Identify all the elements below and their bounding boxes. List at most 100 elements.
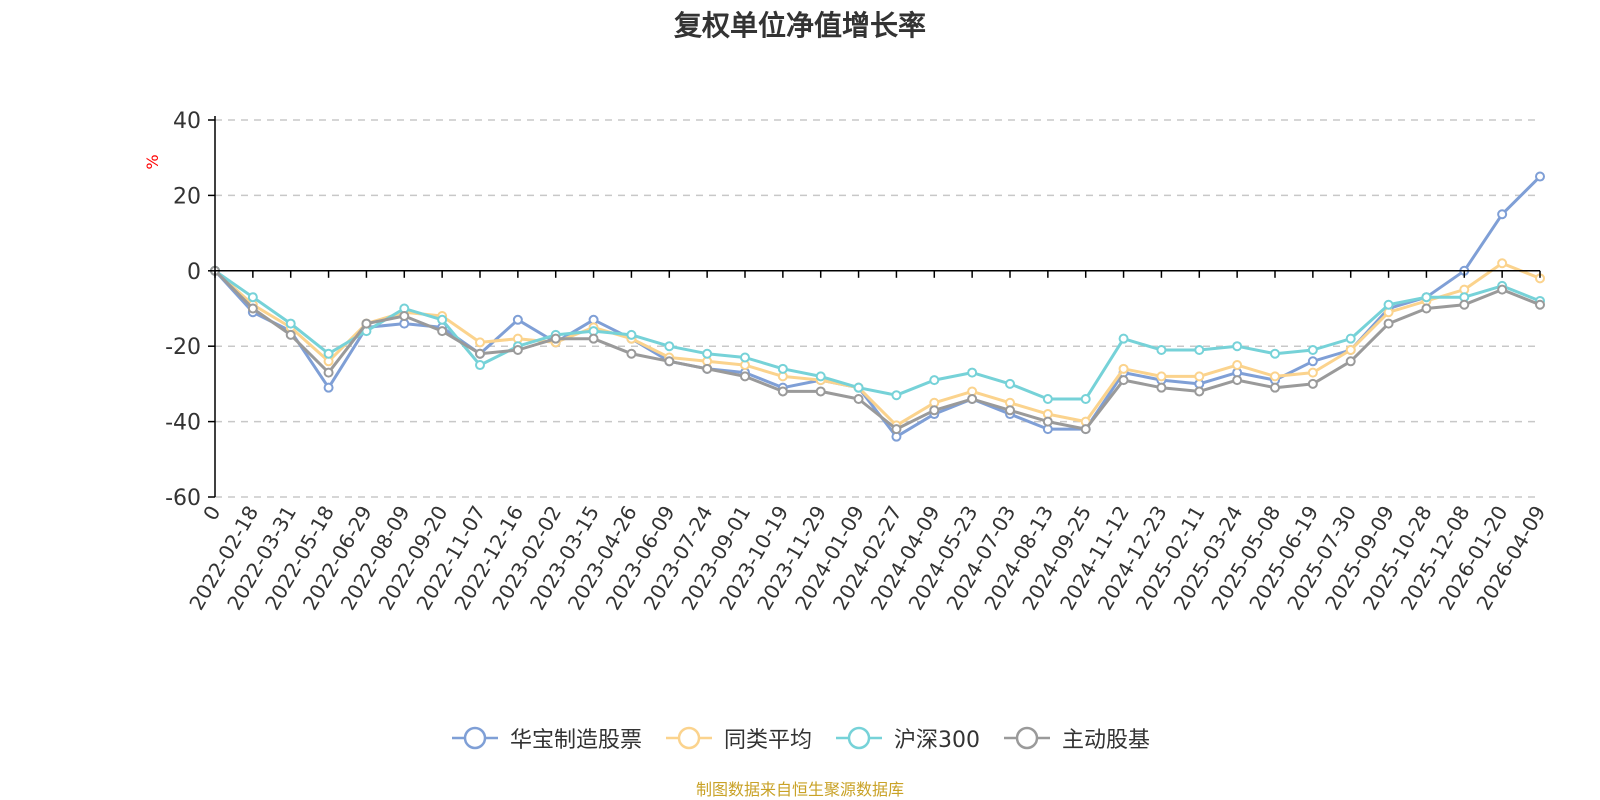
- data-point: [853, 393, 864, 404]
- data-point: [323, 367, 334, 378]
- data-point: [512, 344, 523, 355]
- legend-label: 华宝制造股票: [509, 728, 642, 753]
- y-tick-label: -60: [165, 486, 201, 511]
- data-point: [247, 292, 258, 303]
- data-point: [1005, 405, 1015, 416]
- series-line: [213, 269, 1541, 431]
- data-point: [1156, 344, 1167, 355]
- data-point: [853, 382, 864, 393]
- legend-line-circle-icon: [1004, 726, 1050, 750]
- y-axis-unit: %: [143, 154, 162, 169]
- y-tick-label: -40: [165, 411, 201, 436]
- data-point: [1421, 303, 1432, 314]
- data-point: [550, 333, 561, 344]
- legend-line-circle-icon: [665, 726, 712, 750]
- data-point: [1232, 375, 1243, 386]
- data-point: [1118, 333, 1129, 344]
- data-point: [437, 314, 448, 325]
- data-point: [777, 386, 788, 397]
- data-point: [1345, 344, 1356, 355]
- data-point: [1535, 299, 1545, 310]
- data-point: [1005, 378, 1015, 389]
- data-point: [475, 360, 485, 371]
- data-point: [1345, 333, 1356, 344]
- grid-lines: [215, 119, 1540, 498]
- data-point: [1232, 341, 1243, 352]
- legend-label: 沪深300: [894, 728, 980, 753]
- data-point: [285, 318, 296, 329]
- data-point: [929, 375, 940, 386]
- data-point: [1080, 393, 1091, 404]
- data-point: [702, 363, 713, 374]
- legend: 华宝制造股票 同类平均 沪深300 主动股基: [0, 722, 1600, 754]
- legend-label: 主动股基: [1062, 728, 1151, 753]
- data-point: [1118, 375, 1129, 386]
- source-note: 制图数据来自恒生聚源数据库: [695, 780, 904, 799]
- data-point: [740, 371, 750, 382]
- data-point: [815, 371, 826, 382]
- data-point: [891, 424, 902, 435]
- data-point: [1118, 363, 1129, 374]
- data-point: [664, 341, 675, 352]
- legend-item[interactable]: 同类平均: [664, 722, 812, 754]
- data-point: [1459, 299, 1470, 310]
- data-point: [285, 329, 296, 340]
- legend-item[interactable]: 华宝制造股票: [450, 722, 642, 754]
- data-point: [1156, 371, 1167, 382]
- axes: 40200-20-40-6002022-02-182022-03-312022-…: [165, 109, 1550, 614]
- data-point: [1156, 382, 1167, 393]
- data-point: [626, 329, 637, 340]
- data-point: [475, 348, 485, 359]
- data-point: [588, 333, 599, 344]
- data-point: [664, 356, 675, 367]
- y-tick-label: 20: [173, 184, 201, 209]
- data-point: [891, 390, 902, 401]
- data-point: [1345, 356, 1356, 367]
- data-point: [777, 363, 788, 374]
- data-point: [626, 348, 637, 359]
- series-lines: [210, 171, 1545, 442]
- data-point: [1383, 318, 1394, 329]
- y-tick-label: 40: [173, 109, 201, 134]
- data-point: [1042, 393, 1053, 404]
- data-point: [1194, 371, 1205, 382]
- x-tick-label: 0: [198, 502, 225, 525]
- data-point: [929, 405, 940, 416]
- data-point: [1497, 209, 1508, 220]
- data-point: [967, 367, 978, 378]
- data-point: [475, 337, 485, 348]
- legend-item[interactable]: 主动股基: [1002, 722, 1150, 754]
- data-point: [1270, 371, 1280, 382]
- legend-line-circle-icon: [836, 726, 882, 750]
- data-point: [1307, 378, 1318, 389]
- data-point: [323, 348, 334, 359]
- data-point: [702, 348, 713, 359]
- series-line: [213, 261, 1541, 427]
- y-tick-label: 0: [187, 260, 201, 285]
- data-point: [1270, 382, 1280, 393]
- data-point: [1042, 416, 1053, 427]
- data-point: [1535, 171, 1545, 182]
- series-line: [214, 269, 1541, 401]
- series-line: [213, 175, 1542, 439]
- legend-item[interactable]: 沪深300: [834, 722, 980, 754]
- data-point: [1080, 424, 1091, 435]
- data-point: [1194, 344, 1205, 355]
- data-point: [1421, 292, 1432, 303]
- data-point: [1497, 284, 1508, 295]
- data-point: [815, 386, 826, 397]
- data-point: [399, 311, 410, 322]
- data-point: [1307, 344, 1318, 355]
- data-point: [247, 303, 258, 314]
- data-point: [1497, 258, 1508, 269]
- legend-line-circle-icon: [451, 726, 498, 750]
- data-point: [1194, 386, 1205, 397]
- data-point: [1307, 367, 1318, 378]
- data-point: [1307, 356, 1318, 367]
- data-point: [740, 352, 750, 363]
- data-point: [967, 393, 978, 404]
- data-point: [1232, 360, 1243, 371]
- data-point: [1270, 348, 1280, 359]
- data-point: [1383, 299, 1394, 310]
